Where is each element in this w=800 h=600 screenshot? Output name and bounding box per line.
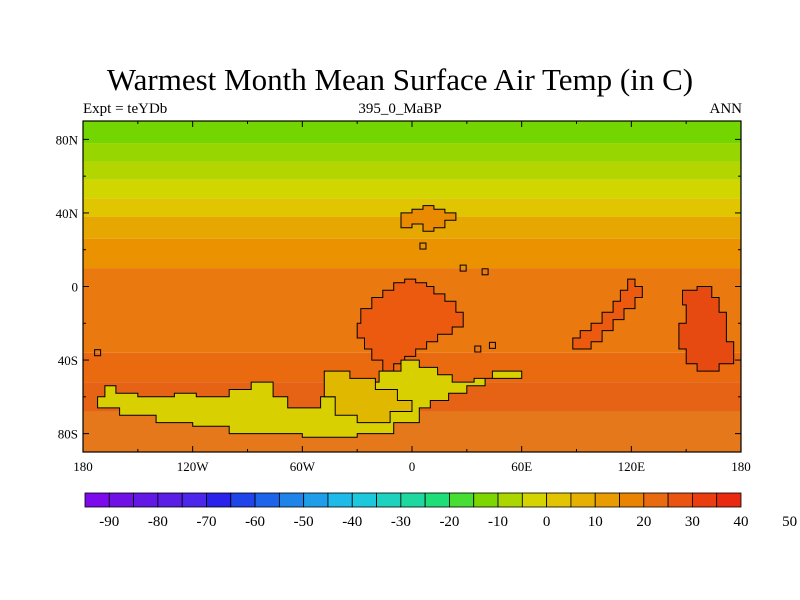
colorbar-label: -70 [196, 514, 216, 530]
lon-tick-label: 120E [618, 459, 646, 474]
temperature-band [83, 121, 741, 144]
colorbar-swatch [157, 492, 183, 508]
colorbar: -90 -80 -70 -60 -50 -40 -30 -20 -10 0 10 20 30 40 50 [84, 492, 797, 530]
colorbar-swatch [521, 492, 548, 508]
colorbar-swatch [449, 492, 475, 508]
lat-tick-label: 80N [56, 132, 79, 147]
temperature-map [82, 120, 742, 453]
colorbar-label: -30 [391, 514, 411, 530]
colorbar-label: -40 [342, 514, 362, 530]
colorbar-label: -60 [245, 514, 265, 530]
colorbar-swatch [376, 492, 402, 508]
map-axes: 180 120W 60W 0 60E 120E 180 80N 40N 0 40S 80S [56, 121, 751, 474]
lon-tick-label: 180 [731, 459, 751, 474]
colorbar-label: 10 [588, 514, 603, 530]
island-outline [459, 264, 467, 272]
landmass-outline [323, 370, 413, 424]
temperature-band [83, 143, 741, 162]
lon-tick-label: 60E [511, 459, 532, 474]
island-outline [419, 242, 427, 250]
colorbar-label: 20 [636, 514, 651, 530]
colorbar-swatch [400, 492, 426, 508]
colorbar-swatch [497, 492, 523, 508]
colorbar-label: -50 [294, 514, 314, 530]
lon-tick-label: 60W [290, 459, 316, 474]
landmass-outline [97, 359, 523, 438]
colorbar-swatch [327, 492, 353, 508]
colorbar-label: 0 [543, 514, 551, 530]
colorbar-swatch [424, 492, 450, 508]
colorbar-swatch [594, 492, 620, 508]
temperature-band [83, 238, 741, 269]
colorbar-swatch [546, 492, 572, 508]
lon-tick-label: 0 [409, 459, 416, 474]
colorbar-label: -20 [439, 514, 459, 530]
season-label: ANN [709, 101, 743, 117]
colorbar-swatch [716, 492, 742, 508]
colorbar-swatch [473, 492, 499, 508]
colorbar-swatch [230, 492, 256, 508]
lat-tick-label: 80S [58, 427, 78, 442]
period-label: 395_0_MaBP [358, 101, 442, 117]
colorbar-swatch [351, 492, 377, 508]
colorbar-swatch [206, 492, 232, 508]
colorbar-swatch [692, 492, 718, 508]
colorbar-swatch [619, 492, 645, 508]
experiment-label: Expt = teYDb [83, 101, 168, 117]
lat-tick-label: 40S [58, 353, 78, 368]
lat-tick-label: 0 [72, 280, 79, 295]
colorbar-swatch [84, 492, 110, 508]
temperature-band [83, 161, 741, 180]
colorbar-label: -10 [488, 514, 508, 530]
colorbar-swatch [133, 492, 159, 508]
island-outline [481, 268, 489, 276]
temperature-band [83, 198, 741, 217]
colorbar-label: 50 [782, 514, 797, 530]
lat-tick-label: 40N [56, 206, 79, 221]
colorbar-swatch [570, 492, 596, 508]
lon-tick-label: 120W [177, 459, 210, 474]
map-title: Warmest Month Mean Surface Air Temp (in … [106, 62, 694, 97]
landmass-outline [356, 278, 464, 372]
colorbar-label: 30 [685, 514, 700, 530]
island-outline [474, 345, 482, 353]
island-outline [488, 341, 496, 349]
landmass-outline [678, 286, 735, 372]
colorbar-swatch [181, 492, 207, 508]
temperature-band [83, 179, 741, 199]
island-outline [94, 349, 102, 357]
colorbar-swatch [108, 492, 134, 508]
landmass-outline [572, 278, 643, 350]
colorbar-label: -90 [99, 514, 119, 530]
colorbar-swatch [254, 492, 280, 508]
colorbar-swatch [643, 492, 669, 508]
colorbar-swatch [667, 492, 693, 508]
colorbar-swatch [303, 492, 329, 508]
lon-tick-label: 180 [73, 459, 93, 474]
colorbar-swatch [278, 492, 305, 508]
landmass-outline [400, 205, 457, 232]
colorbar-label: -80 [148, 514, 168, 530]
colorbar-label: 40 [734, 514, 749, 530]
